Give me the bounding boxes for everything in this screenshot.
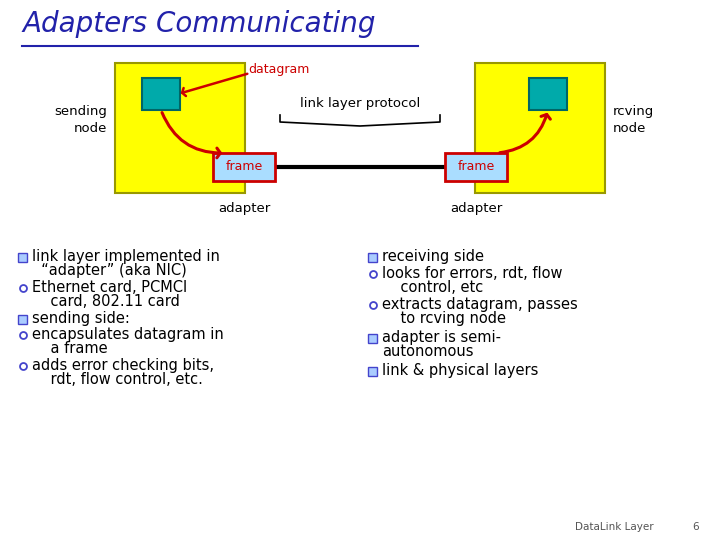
Text: adds error checking bits,: adds error checking bits, [32,358,214,373]
Text: a frame: a frame [32,341,107,356]
Bar [368,367,377,376]
Bar [18,315,27,324]
Text: receiving side: receiving side [382,249,484,264]
Text: rdt, flow control, etc.: rdt, flow control, etc. [32,372,203,387]
Text: looks for errors, rdt, flow: looks for errors, rdt, flow [382,266,562,281]
Text: rcving
node: rcving node [613,105,654,134]
Text: link layer protocol: link layer protocol [300,97,420,110]
Bar [475,63,605,193]
Text: sending
node: sending node [54,105,107,134]
Text: 6: 6 [693,522,699,532]
Text: adapter is semi-: adapter is semi- [382,330,501,345]
Text: frame: frame [457,160,495,173]
Text: to rcving node: to rcving node [382,311,506,326]
Text: Ethernet card, PCMCI: Ethernet card, PCMCI [32,280,187,295]
Text: card, 802.11 card: card, 802.11 card [32,294,180,309]
Bar [445,153,507,181]
Text: Adapters Communicating: Adapters Communicating [22,10,376,38]
Bar [368,253,377,262]
Bar [142,78,180,110]
Text: link & physical layers: link & physical layers [382,363,539,378]
Text: DataLink Layer: DataLink Layer [575,522,654,532]
Bar [529,78,567,110]
Bar [368,334,377,343]
Text: extracts datagram, passes: extracts datagram, passes [382,297,577,312]
Text: sending side:: sending side: [32,311,130,326]
Text: frame: frame [225,160,263,173]
Bar [115,63,245,193]
Text: datagram: datagram [248,64,310,77]
Text: “adapter” (aka NIC): “adapter” (aka NIC) [32,263,186,278]
Text: encapsulates datagram in: encapsulates datagram in [32,327,224,342]
Text: adapter: adapter [450,202,502,215]
Bar [18,253,27,262]
Text: link layer implemented in: link layer implemented in [32,249,220,264]
Text: adapter: adapter [218,202,270,215]
Text: control, etc: control, etc [382,280,483,295]
Bar [213,153,275,181]
Text: autonomous: autonomous [382,344,474,359]
